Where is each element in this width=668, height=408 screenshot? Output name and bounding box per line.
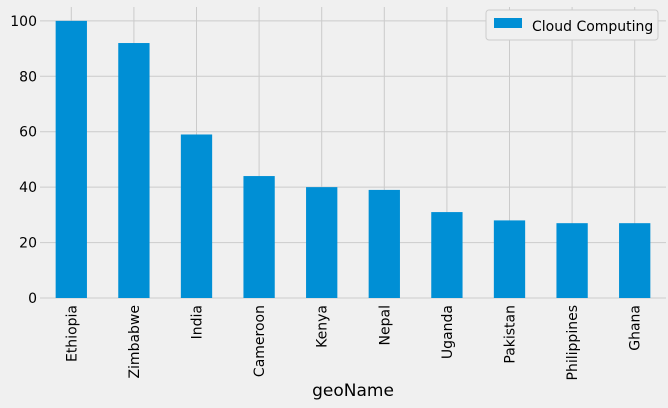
legend: Cloud Computing bbox=[485, 9, 659, 41]
bar-kenya bbox=[306, 187, 338, 298]
bar-ghana bbox=[619, 223, 651, 298]
bar-india bbox=[180, 134, 213, 298]
x-tick-label: Ghana bbox=[628, 305, 644, 351]
x-axis-title: geoName bbox=[312, 381, 394, 401]
x-tick-label: Ethiopia bbox=[64, 305, 80, 362]
y-tick-label: 100 bbox=[10, 14, 37, 30]
legend-label: Cloud Computing bbox=[532, 19, 653, 35]
y-tick-label: 0 bbox=[28, 291, 37, 307]
bar-pakistan bbox=[493, 220, 526, 298]
y-tick-label: 40 bbox=[19, 180, 37, 196]
bar-ethiopia bbox=[55, 20, 87, 298]
x-tick-label: Pakistan bbox=[503, 305, 519, 364]
x-tick-label: Zimbabwe bbox=[127, 305, 143, 379]
bar-uganda bbox=[431, 212, 463, 298]
y-tick-label: 80 bbox=[19, 69, 37, 85]
bar-zimbabwe bbox=[118, 43, 150, 299]
bars bbox=[55, 20, 651, 299]
x-tick-label: India bbox=[190, 305, 206, 339]
x-tick-labels: Ethiopia Zimbabwe India Cameroon Kenya Nepal U… bbox=[64, 305, 643, 380]
bar-cameroon bbox=[243, 176, 275, 298]
y-tick-label: 60 bbox=[19, 125, 37, 141]
x-tick-label: Cameroon bbox=[252, 305, 268, 377]
y-tick-labels: 0 20 40 60 80 100 bbox=[10, 14, 37, 307]
x-tick-label: Kenya bbox=[315, 305, 331, 348]
legend-swatch bbox=[494, 18, 522, 28]
bar-philippines bbox=[556, 223, 588, 298]
x-tick-label: Philippines bbox=[565, 305, 581, 380]
x-tick-label: Nepal bbox=[377, 305, 393, 345]
y-tick-label: 20 bbox=[19, 236, 37, 252]
bar-nepal bbox=[368, 189, 400, 298]
legend-box bbox=[485, 9, 659, 41]
x-tick-label: Uganda bbox=[440, 305, 456, 359]
